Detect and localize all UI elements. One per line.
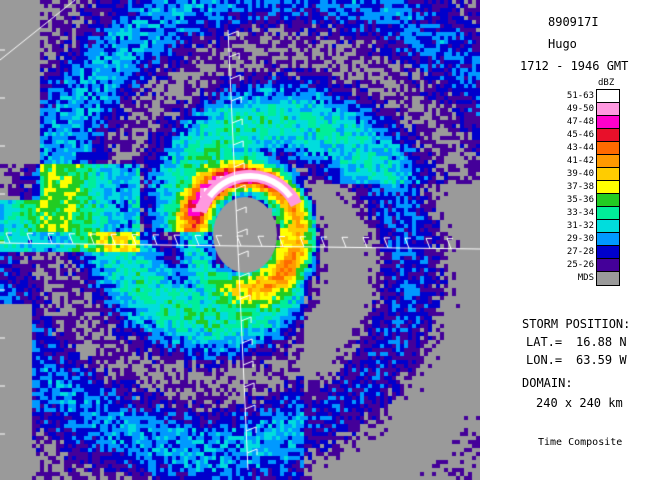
legend-level-label: 39-40 [566,169,594,179]
domain-heading: DOMAIN: [522,376,573,390]
legend-unit: dBZ [598,78,615,88]
legend-swatch [597,129,619,142]
legend-level-label: 35-36 [566,195,594,205]
lat-value: 16.88 N [576,335,627,349]
info-panel: 890917I Hugo 1712 - 1946 GMT dBZ 51-63 49… [480,0,648,480]
legend-swatch [597,220,619,233]
legend-level-label: 33-34 [566,208,594,218]
legend-level-label: 47-48 [566,117,594,127]
legend-swatch [597,103,619,116]
legend-swatch [597,168,619,181]
lon-value: 63.59 W [576,353,627,367]
legend-level-label: 29-30 [566,234,594,244]
legend-swatch [597,181,619,194]
legend-swatch [597,259,619,272]
legend-swatch [597,207,619,220]
lat-label: LAT.= [526,335,563,349]
legend-level-label: 45-46 [566,130,594,140]
legend-level-label: 43-44 [566,143,594,153]
legend-level-label: 51-63 [566,91,594,101]
legend-level-label: MDS [577,273,594,283]
legend-swatch [597,90,619,103]
composite-label: Time Composite [538,437,623,448]
legend-level-label: 27-28 [566,247,594,257]
legend-swatch [597,272,619,285]
time-range: 1712 - 1946 GMT [520,59,629,73]
legend-swatch [597,233,619,246]
legend-swatch [597,142,619,155]
flight-id: 890917I [548,15,599,29]
legend-level-label: 49-50 [566,104,594,114]
legend-level-label: 37-38 [566,182,594,192]
legend-swatch [597,194,619,207]
legend-level-label: 25-26 [566,260,594,270]
legend-level-label: 41-42 [566,156,594,166]
color-scale [596,89,620,286]
legend-level-label: 31-32 [566,221,594,231]
legend-swatch [597,246,619,259]
storm-name: Hugo [548,37,577,51]
lon-label: LON.= [526,353,563,367]
storm-position-heading: STORM POSITION: [522,317,631,331]
domain-value: 240 x 240 km [536,396,623,410]
radar-reflectivity-image [0,0,480,480]
legend-swatch [597,116,619,129]
legend-swatch [597,155,619,168]
